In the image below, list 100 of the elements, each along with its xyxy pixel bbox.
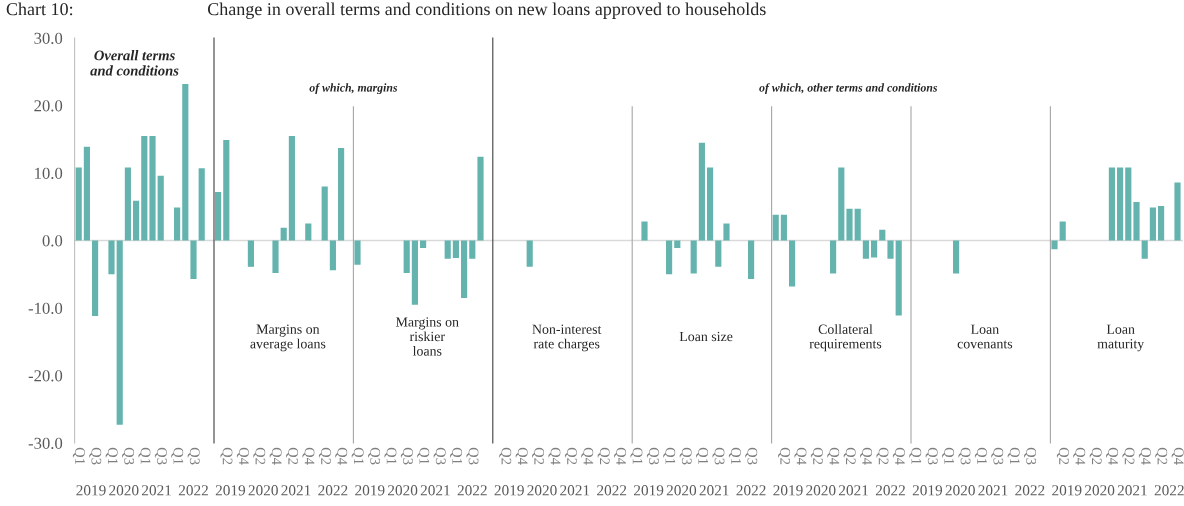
x-tick-label: Q1: [384, 447, 397, 465]
bar: [854, 208, 861, 241]
x-tick-label: Q3: [154, 447, 167, 465]
x-tick-label: Q4: [860, 447, 873, 465]
x-tick-label: Q1: [942, 447, 955, 465]
x-tick-label: Q2: [778, 447, 791, 465]
text: 2019: [355, 485, 385, 496]
bar: [215, 191, 222, 241]
x-tick-label: Q2: [564, 447, 577, 465]
bar: [223, 139, 230, 241]
text: 2022: [1015, 485, 1045, 496]
bar: [141, 135, 148, 241]
x-tick-label: Q2: [499, 447, 512, 465]
x-tick-label: Q3: [991, 447, 1004, 465]
bar: [133, 200, 140, 241]
text: 2021: [699, 485, 729, 496]
x-tick-label: Q1: [171, 447, 184, 465]
x-tick-label: Q4: [1073, 447, 1086, 465]
x-tick-label: Q1: [417, 447, 430, 465]
x-tick-label: Q4: [236, 447, 249, 465]
caption: Chart 10:: [6, 2, 73, 16]
bar: [772, 214, 779, 241]
x-tick-label: Q4: [548, 447, 561, 465]
x-tick-label: Q1: [450, 447, 463, 465]
bar: [846, 208, 853, 241]
text: 2021: [838, 485, 868, 496]
text: 2021: [978, 485, 1008, 496]
bar: [174, 207, 181, 241]
bar: [1174, 182, 1181, 241]
text: 2022: [736, 485, 766, 496]
x-tick-label: Q2: [1155, 447, 1168, 465]
text: 2022: [178, 485, 208, 496]
text: Margins on average loans: [250, 324, 326, 352]
x-tick-label: Q4: [335, 447, 348, 465]
bar: [272, 240, 279, 273]
bar: [321, 186, 328, 241]
bar: [748, 240, 755, 279]
bar: [83, 146, 90, 241]
bar: [182, 83, 189, 241]
x-tick-label: Q2: [597, 447, 610, 465]
x-tick-label: Q4: [269, 447, 282, 465]
text: Loan covenants: [957, 324, 1013, 349]
bar: [1059, 221, 1066, 241]
bar: [666, 240, 673, 275]
bar: [124, 167, 131, 241]
x-tick-label: Q4: [302, 447, 315, 465]
text: 2021: [420, 485, 450, 496]
text: 2020: [806, 485, 836, 496]
bar: [1133, 202, 1140, 241]
y-tick-label: -20.0: [28, 370, 63, 382]
x-tick-label: Q4: [614, 447, 627, 465]
bar: [198, 168, 205, 241]
y-tick-label: 20.0: [34, 100, 63, 112]
x-tick-label: Q3: [745, 447, 758, 465]
bar: [1108, 167, 1115, 241]
text: Change in overall terms and conditions on new loans approved to households: [207, 2, 766, 19]
x-tick-label: Q4: [1138, 447, 1151, 465]
text: 2022: [318, 485, 348, 496]
bar: [1125, 167, 1132, 241]
bar: [288, 135, 295, 241]
x-tick-label: Q3: [400, 447, 413, 465]
text: Loan maturity: [1097, 324, 1145, 352]
text: 2022: [875, 485, 905, 496]
bar: [690, 240, 697, 274]
x-tick-label: Q2: [876, 447, 889, 465]
text: 2022: [597, 485, 627, 496]
bar: [871, 240, 878, 258]
x-tick-label: Q2: [532, 447, 545, 465]
bar: [338, 148, 345, 241]
bar: [280, 227, 287, 241]
x-tick-label: Q1: [72, 447, 85, 465]
bar: [329, 240, 336, 271]
text: 2020: [666, 485, 697, 496]
x-tick-label: Q1: [138, 447, 151, 465]
x-tick-label: Q3: [1024, 447, 1037, 465]
text: 2022: [457, 485, 487, 496]
bar: [1117, 167, 1124, 241]
x-tick-label: Q4: [892, 447, 905, 465]
bar: [305, 223, 312, 241]
x-tick-label: Q1: [696, 447, 709, 465]
bar: [157, 175, 164, 241]
text: Collateral requirements: [809, 324, 882, 352]
bar: [247, 240, 254, 267]
x-tick-label: Q3: [646, 447, 659, 465]
bar: [715, 240, 722, 267]
x-tick-label: Q4: [794, 447, 807, 465]
bar: [1051, 240, 1058, 250]
y-tick-label: -10.0: [28, 302, 63, 315]
bar: [75, 167, 82, 241]
text: Margins on riskier loans: [395, 317, 459, 356]
x-tick-label: Q3: [679, 447, 692, 465]
text: Non-interest rate charges: [532, 324, 602, 352]
y-tick-label: 0.0: [42, 235, 63, 247]
x-tick-label: Q1: [974, 447, 987, 465]
text: 2021: [281, 485, 311, 496]
text: 2020: [945, 485, 975, 496]
x-tick-label: Q1: [728, 447, 741, 465]
bar: [862, 240, 869, 259]
text: 2019: [912, 485, 943, 496]
x-tick-label: Q3: [712, 447, 725, 465]
